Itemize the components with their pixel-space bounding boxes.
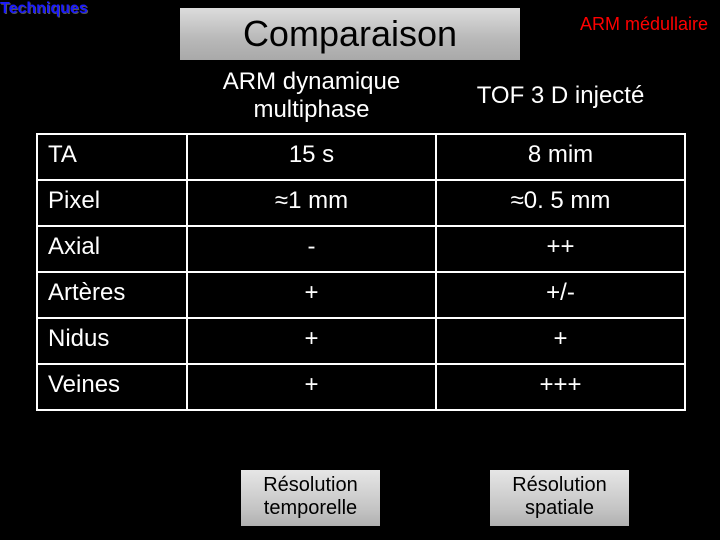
table-row: Artères + +/- xyxy=(37,272,685,318)
row-label: Nidus xyxy=(37,318,187,364)
table-row: Axial - ++ xyxy=(37,226,685,272)
cell: + xyxy=(187,364,436,410)
cell: ≈1 mm xyxy=(187,180,436,226)
table-header-row: ARM dynamique multiphase TOF 3 D injecté xyxy=(37,62,685,134)
table-row: Pixel ≈1 mm ≈0. 5 mm xyxy=(37,180,685,226)
cell: + xyxy=(187,272,436,318)
footer-cell-left: Résolution temporelle xyxy=(186,470,435,526)
slide-title: Comparaison xyxy=(243,13,457,55)
header-empty xyxy=(37,62,187,134)
cell: ++ xyxy=(436,226,685,272)
table-row: Veines + +++ xyxy=(37,364,685,410)
header-col2: TOF 3 D injecté xyxy=(436,62,685,134)
category-label: Techniques xyxy=(0,0,88,18)
cell: ≈0. 5 mm xyxy=(436,180,685,226)
row-label: Veines xyxy=(37,364,187,410)
footer-right-line1: Résolution xyxy=(512,474,607,496)
cell: +/- xyxy=(436,272,685,318)
footer-right-line2: spatiale xyxy=(525,497,594,519)
cell: 15 s xyxy=(187,134,436,180)
comparison-table-wrap: ARM dynamique multiphase TOF 3 D injecté… xyxy=(36,62,684,411)
table-row: Nidus + + xyxy=(37,318,685,364)
footer-box-temporal: Résolution temporelle xyxy=(241,470,380,526)
slide: Techniques ARM médullaire Comparaison AR… xyxy=(0,0,720,540)
row-label: Pixel xyxy=(37,180,187,226)
subject-label: ARM médullaire xyxy=(580,14,708,35)
cell: + xyxy=(187,318,436,364)
table-row: TA 15 s 8 mim xyxy=(37,134,685,180)
footer-cell-right: Résolution spatiale xyxy=(435,470,684,526)
footer-spacer xyxy=(36,470,186,526)
row-label: Axial xyxy=(37,226,187,272)
footer-box-spatial: Résolution spatiale xyxy=(490,470,629,526)
footer-left-line1: Résolution xyxy=(263,474,358,496)
footer-labels: Résolution temporelle Résolution spatial… xyxy=(36,470,684,526)
row-label: Artères xyxy=(37,272,187,318)
comparison-table: ARM dynamique multiphase TOF 3 D injecté… xyxy=(36,62,686,411)
header-col1-line2: multiphase xyxy=(253,96,369,123)
cell: - xyxy=(187,226,436,272)
footer-left-line2: temporelle xyxy=(264,497,357,519)
header-col1: ARM dynamique multiphase xyxy=(187,62,436,134)
cell: +++ xyxy=(436,364,685,410)
cell: + xyxy=(436,318,685,364)
header-col1-line1: ARM dynamique xyxy=(223,68,400,95)
cell: 8 mim xyxy=(436,134,685,180)
row-label: TA xyxy=(37,134,187,180)
title-box: Comparaison xyxy=(180,8,520,60)
